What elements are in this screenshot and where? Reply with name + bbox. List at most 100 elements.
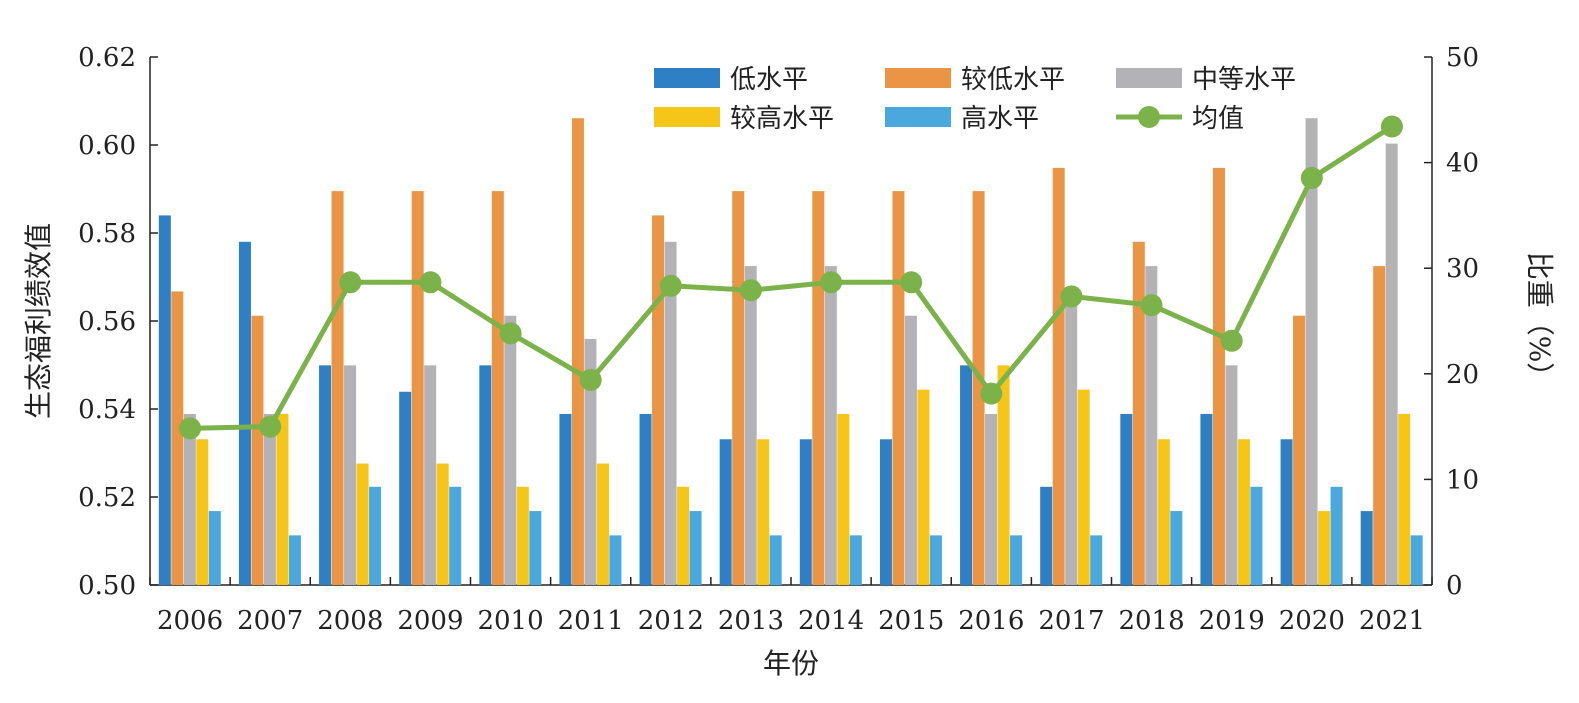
bar-2013-4 [757,439,770,585]
bar-2008-1 [319,365,332,585]
mean-point-2015 [900,271,923,294]
bar-2010-2 [491,191,504,585]
mean-point-2010 [499,322,522,345]
bar-2017-1 [1040,486,1053,585]
bar-2010-1 [479,365,492,585]
mean-point-2013 [739,279,762,302]
bar-2019-2 [1212,167,1225,585]
legend-label-6: 均值 [1192,104,1244,134]
x-tick-label: 2015 [878,606,944,636]
x-tick-label: 2010 [477,606,543,636]
bar-2021-4 [1398,413,1411,585]
x-tick-label: 2007 [237,606,303,636]
bar-2019-4 [1237,439,1250,585]
bar-2018-1 [1120,413,1133,585]
bar-2020-5 [1330,486,1343,585]
y2-tick-label: 0 [1446,571,1463,601]
bar-2019-1 [1200,413,1213,585]
legend-label-2: 较低水平 [961,65,1065,95]
bar-2012-3 [664,241,677,586]
x-tick-label: 2006 [157,606,223,636]
bar-2014-1 [799,439,812,585]
bar-2019-5 [1250,486,1263,585]
legend-label-3: 中等水平 [1192,65,1296,95]
bar-2018-5 [1170,511,1183,585]
bar-2007-1 [238,241,251,586]
bar-2017-5 [1090,535,1103,585]
bar-2011-1 [559,413,572,585]
bar-2011-5 [609,535,622,585]
x-tick-label: 2021 [1359,606,1425,636]
bar-2008-2 [331,191,344,585]
legend-swatch-1 [654,68,720,88]
mean-point-2019 [1220,329,1243,352]
bar-2011-2 [571,118,584,586]
mean-point-2016 [980,382,1003,405]
bar-2007-2 [251,315,264,585]
mean-point-2012 [659,274,682,297]
mean-point-2017 [1060,285,1083,308]
bar-2010-3 [504,315,517,585]
legend-swatch-3 [1116,68,1182,88]
legend-label-4: 较高水平 [730,104,834,134]
bar-2021-2 [1373,266,1386,585]
bar-2015-5 [929,535,942,585]
bar-2006-5 [208,511,221,585]
bar-2014-2 [812,191,825,585]
bar-2007-3 [263,413,276,585]
bar-2013-3 [744,266,757,585]
bar-2020-2 [1293,315,1306,585]
legend-label-5: 高水平 [961,104,1039,134]
bar-2008-3 [344,365,357,585]
x-tick-label: 2017 [1038,606,1104,636]
bar-2016-4 [997,365,1010,585]
x-tick-label: 2019 [1199,606,1265,636]
bar-2011-4 [596,463,609,585]
y-tick-label: 0.56 [78,307,136,337]
bar-2013-5 [769,535,782,585]
bar-2015-2 [892,191,905,585]
y-tick-label: 0.60 [78,131,136,161]
bar-2020-1 [1280,439,1293,585]
mean-point-2008 [339,271,362,294]
bar-2016-5 [1010,535,1023,585]
bar-2008-4 [356,463,369,585]
bar-2016-1 [960,365,973,585]
bar-2021-3 [1385,143,1398,586]
x-tick-label: 2011 [558,606,624,636]
mean-point-2011 [579,368,602,391]
y-tick-label: 0.62 [78,43,136,73]
bar-2017-2 [1052,167,1065,585]
y2-tick-label: 30 [1446,254,1479,284]
x-tick-label: 2016 [958,606,1024,636]
y-tick-label: 0.54 [78,395,136,425]
bar-2020-4 [1318,511,1331,585]
y2-tick-label: 50 [1446,43,1479,73]
bars-layer [158,118,1423,586]
y-tick-label: 0.50 [78,571,136,601]
bar-2012-4 [677,486,690,585]
bar-2020-3 [1305,118,1318,586]
y2-tick-label: 10 [1446,465,1479,495]
legend-label-1: 低水平 [730,65,808,95]
legend-swatch-4 [654,107,720,127]
legend-swatch-5 [885,107,951,127]
bar-2015-1 [879,439,892,585]
bar-2008-5 [369,486,382,585]
bar-2010-5 [529,511,542,585]
y2-tick-label: 40 [1446,149,1479,179]
legend-marker-mean [1138,106,1160,128]
bar-2018-3 [1145,266,1158,585]
bar-2009-4 [436,463,449,585]
mean-point-2014 [820,271,843,294]
x-tick-label: 2009 [397,606,463,636]
bar-2009-3 [424,365,437,585]
mean-point-2009 [419,271,442,294]
bar-2009-2 [411,191,424,585]
y-tick-label: 0.58 [78,219,136,249]
x-tick-label: 2014 [798,606,864,636]
y-tick-label: 0.52 [78,483,136,513]
mean-point-2020 [1300,167,1323,189]
